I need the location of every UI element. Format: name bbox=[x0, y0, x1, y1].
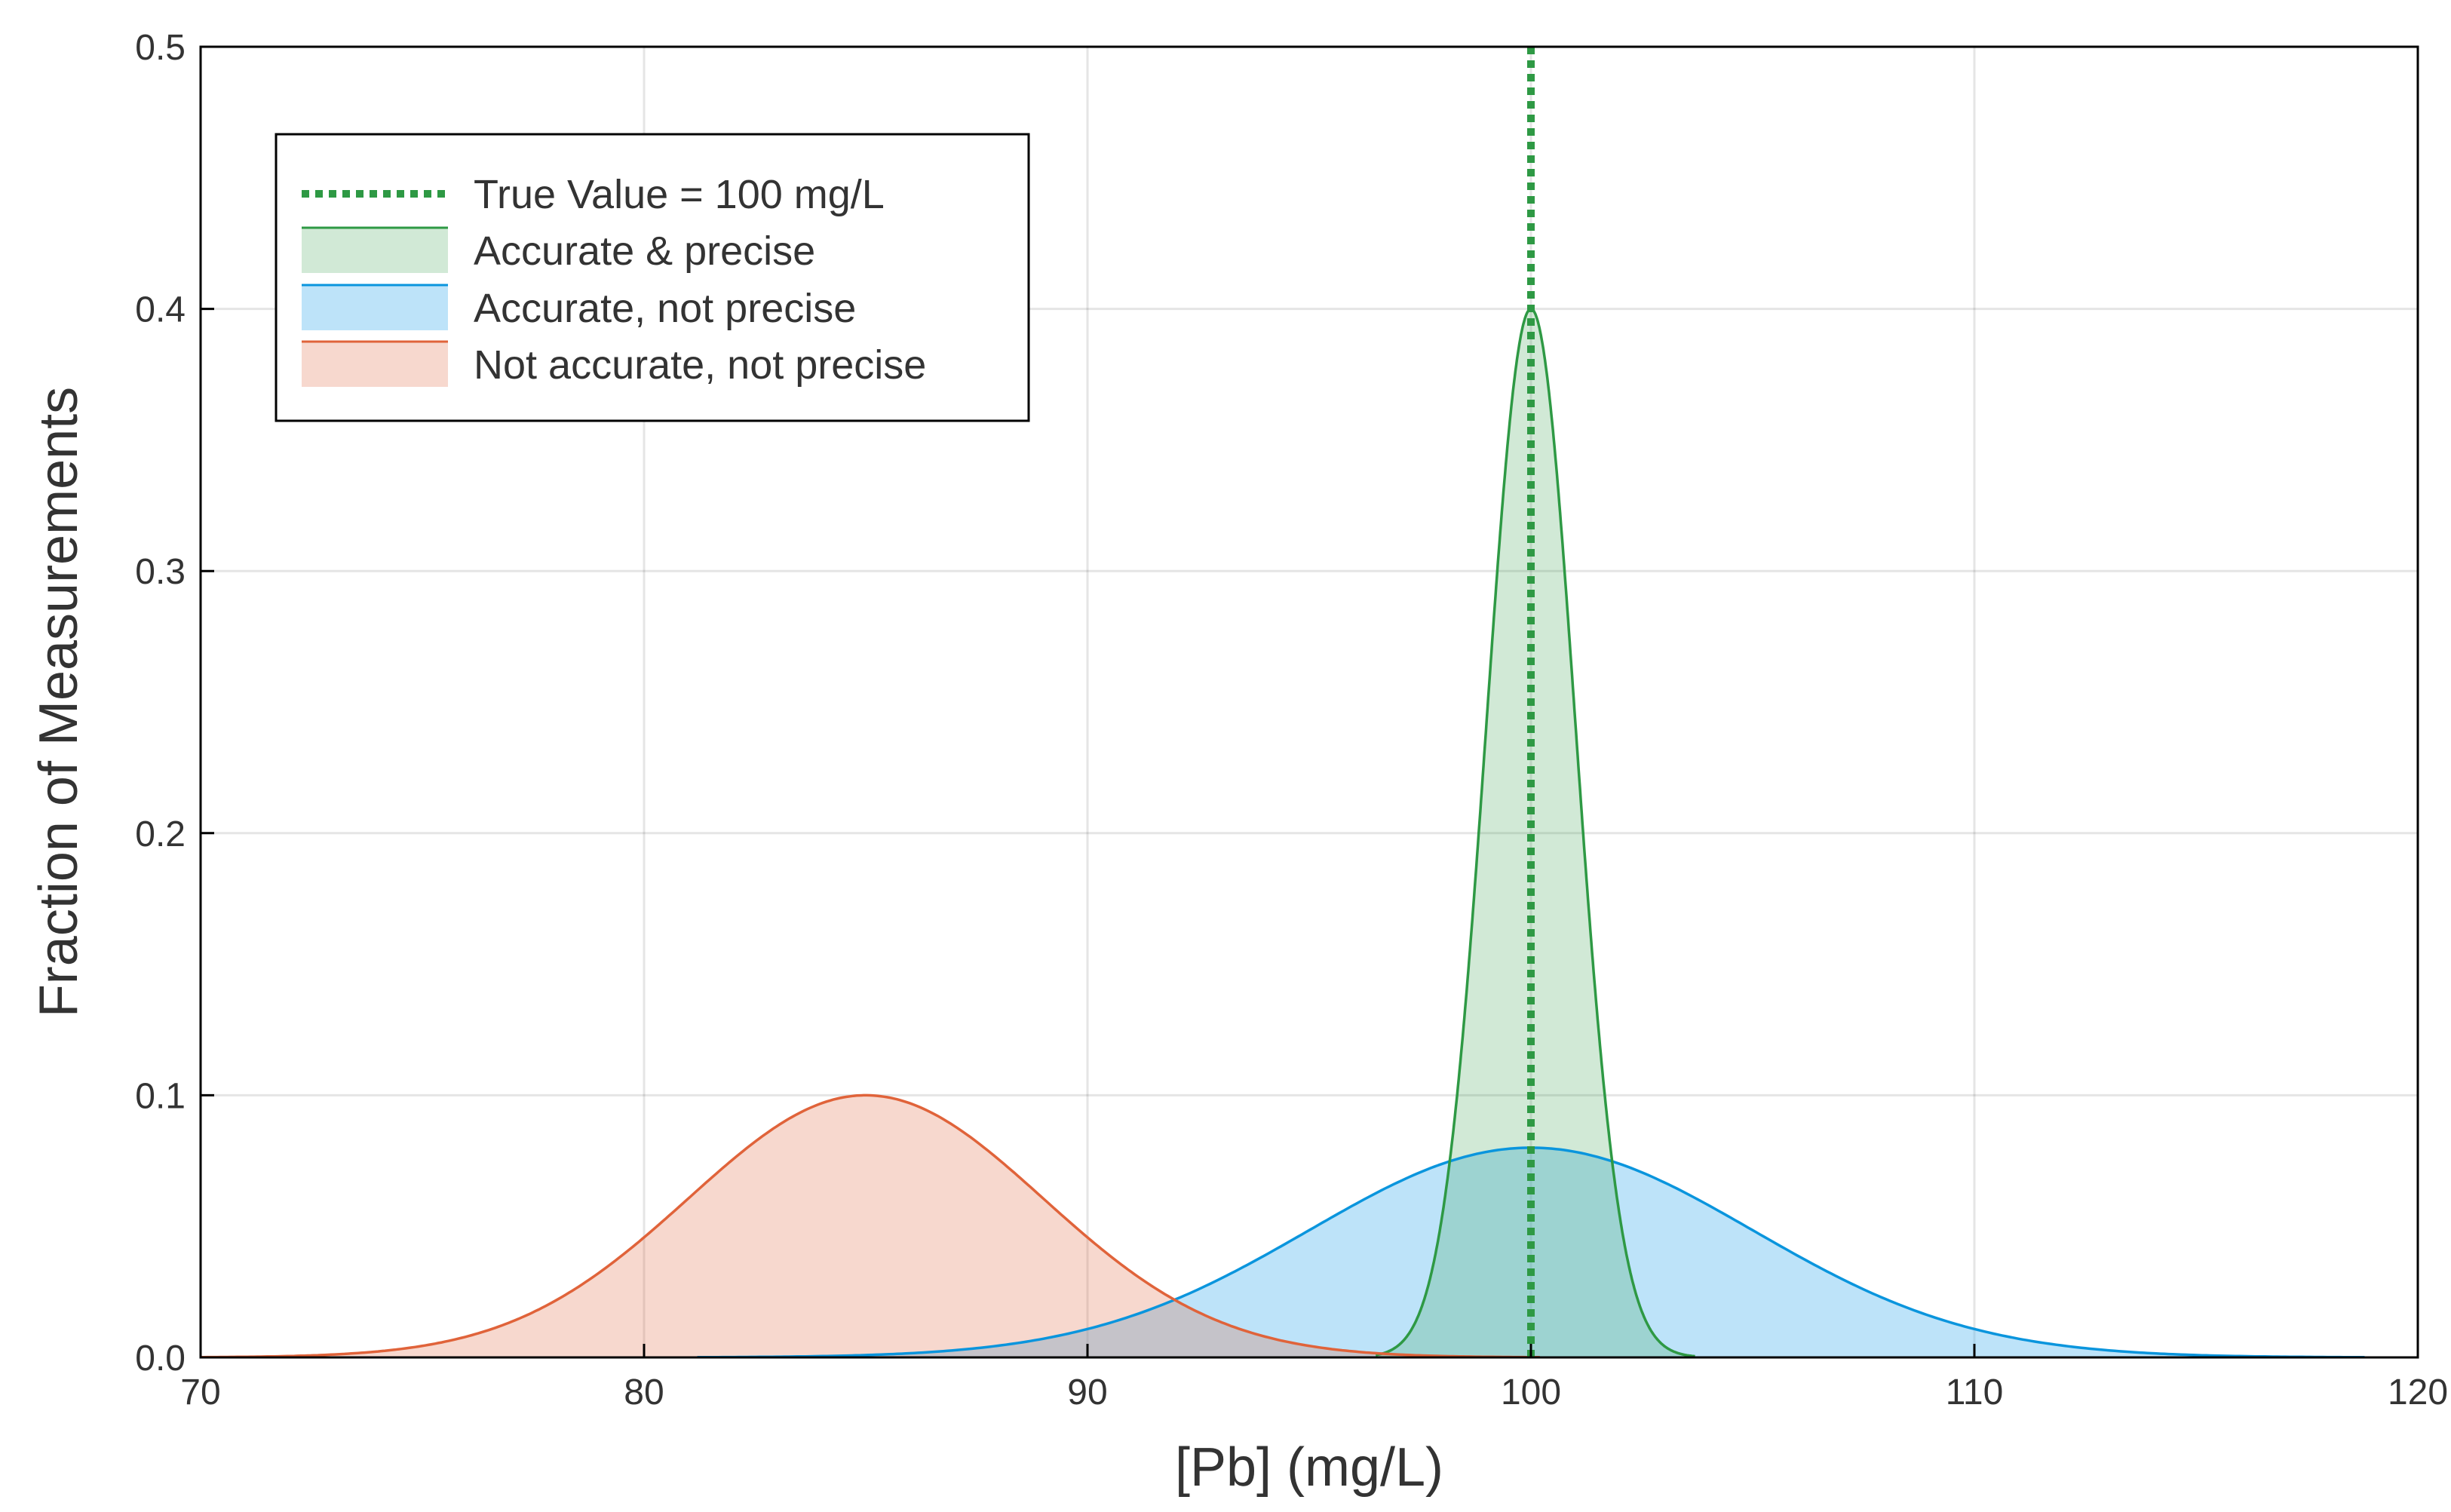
legend-swatch-accurate-not-precise bbox=[302, 285, 448, 330]
legend-swatch-accurate-precise bbox=[302, 228, 448, 273]
series-fill-accurate-precise bbox=[1376, 308, 1695, 1358]
x-tick-label: 120 bbox=[2388, 1372, 2448, 1412]
x-tick-label: 80 bbox=[624, 1372, 664, 1412]
legend-box bbox=[275, 133, 1030, 422]
legend-label-true-value: True Value = 100 mg/L bbox=[474, 172, 885, 217]
x-tick-label: 90 bbox=[1067, 1372, 1107, 1412]
y-tick-label: 0.2 bbox=[135, 814, 186, 854]
axis-ticks: 70 80 90 100 110 120 0.0 0.1 0.2 0.3 0.4 0.5 bbox=[135, 28, 2448, 1412]
x-tick-label: 70 bbox=[180, 1372, 220, 1412]
x-tick-label: 110 bbox=[1946, 1372, 2004, 1412]
y-tick-label: 0.0 bbox=[135, 1339, 186, 1379]
legend-label-not-accurate-not-precise: Not accurate, not precise bbox=[474, 342, 926, 388]
legend: True Value = 100 mg/L Accurate & precise A… bbox=[275, 133, 1030, 422]
legend-swatch-not-accurate-not-precise bbox=[302, 342, 448, 387]
series-fill-not-accurate-not-precise bbox=[201, 1095, 1540, 1357]
series-line-not-accurate-not-precise bbox=[201, 1093, 1540, 1359]
y-axis-label: Fraction of Measurements bbox=[29, 387, 89, 1017]
series-fill-accurate-not-precise bbox=[697, 1147, 2365, 1357]
series-line-accurate-precise bbox=[1375, 307, 1695, 1358]
y-tick-label: 0.5 bbox=[135, 28, 186, 68]
x-axis-label: [Pb] (mg/L) bbox=[1175, 1437, 1443, 1498]
y-tick-label: 0.1 bbox=[135, 1076, 186, 1116]
series-fills bbox=[201, 308, 2365, 1358]
y-tick-label: 0.4 bbox=[135, 290, 186, 330]
y-tick-label: 0.3 bbox=[135, 552, 186, 592]
legend-label-accurate-not-precise: Accurate, not precise bbox=[474, 286, 856, 331]
x-tick-label: 100 bbox=[1501, 1372, 1561, 1412]
plot-frame bbox=[199, 45, 2419, 1359]
legend-label-accurate-precise: Accurate & precise bbox=[474, 228, 815, 274]
